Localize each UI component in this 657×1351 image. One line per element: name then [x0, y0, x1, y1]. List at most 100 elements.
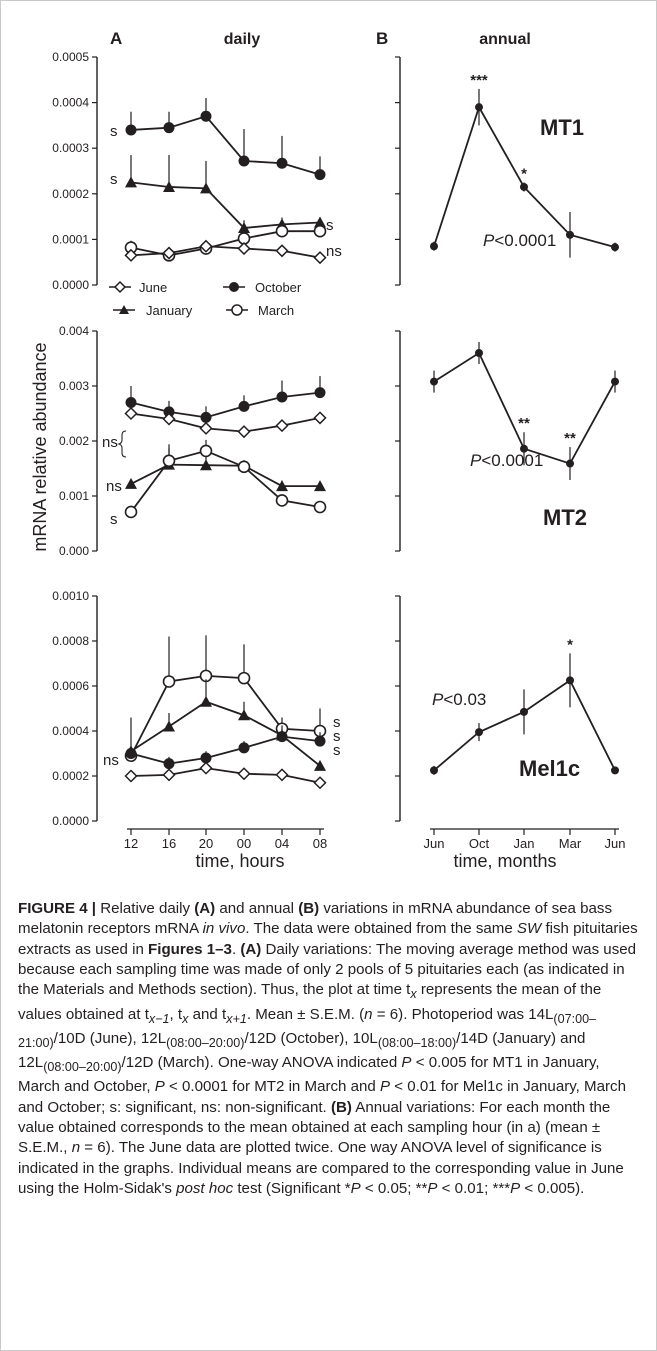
- series-line: [130, 700, 321, 767]
- data-point: [475, 103, 483, 112]
- data-point: [237, 767, 251, 781]
- data-point: [314, 387, 326, 399]
- data-point: [199, 444, 213, 458]
- panel-b-mt2: ** ** MT2 P<0.0001: [395, 330, 619, 552]
- data-point: [313, 251, 327, 265]
- series-june: [124, 406, 327, 439]
- x-tick-label: 16: [162, 836, 176, 851]
- x-tick-label: Oct: [469, 836, 490, 851]
- series-line: [130, 449, 321, 513]
- figure-chart: A daily B annual mRNA relative abundance…: [30, 29, 625, 871]
- figure-caption: FIGURE 4 | Relative daily (A) and annual…: [18, 900, 638, 1197]
- data-point: [199, 421, 213, 435]
- panel-label-b: B: [376, 29, 388, 48]
- data-point: [238, 400, 250, 412]
- legend-january-label: January: [146, 303, 193, 318]
- data-point: [200, 411, 212, 423]
- significance-stars: **: [518, 415, 530, 432]
- significance-label: s: [333, 742, 341, 759]
- y-tick-label: 0.002: [59, 434, 89, 448]
- data-point: [313, 776, 327, 790]
- significance-stars: ***: [470, 72, 488, 89]
- x-tick-label: Mar: [559, 836, 582, 851]
- x-tick-label: 12: [124, 836, 138, 851]
- y-tick-label: 0.003: [59, 379, 89, 393]
- x-tick-label: 00: [237, 836, 251, 851]
- series-june: ns: [103, 752, 327, 790]
- data-point: [313, 500, 327, 514]
- y-tick-label: 0.0000: [52, 278, 89, 292]
- series-line: [130, 674, 321, 757]
- data-point: [124, 769, 138, 783]
- data-point: [199, 239, 213, 253]
- significance-bracket: [117, 430, 127, 458]
- series-annual: *: [430, 636, 619, 775]
- significance-stars: **: [564, 430, 576, 447]
- receptor-label: Mel1c: [519, 756, 580, 781]
- anova-annotation: P<0.0001: [470, 451, 543, 470]
- data-point: [430, 377, 438, 386]
- y-tick-label: 0.0010: [52, 589, 89, 603]
- y-tick-label: 0.0005: [52, 50, 89, 64]
- anova-annotation: P<0.0001: [483, 231, 556, 250]
- data-point: [163, 122, 175, 134]
- data-point: [162, 454, 176, 468]
- data-point: [125, 748, 137, 759]
- column-title-annual: annual: [479, 31, 531, 48]
- data-point: [162, 246, 176, 260]
- y-tick-label: 0.0008: [52, 634, 89, 648]
- significance-label: s: [326, 217, 334, 234]
- panel-a-mt1: 0.00000.00010.00020.00030.00040.0005sssn…: [52, 50, 342, 292]
- column-title-daily: daily: [224, 31, 261, 48]
- data-point: [275, 494, 289, 507]
- y-tick-label: 0.004: [59, 324, 89, 338]
- data-point: [611, 766, 619, 775]
- series-october: s: [110, 98, 326, 181]
- receptor-label: MT2: [543, 505, 587, 530]
- x-tick-label: Jan: [514, 836, 535, 851]
- data-point: [611, 377, 619, 386]
- series-annual: ** **: [430, 342, 619, 481]
- data-point: [275, 419, 289, 433]
- data-point: [520, 444, 528, 453]
- data-point: [238, 742, 250, 754]
- data-point: [124, 505, 138, 519]
- significance-stars: *: [567, 636, 573, 653]
- series-june: ns: [124, 239, 342, 265]
- significance-label: s: [110, 171, 118, 188]
- data-point: [276, 480, 288, 492]
- data-point: [237, 425, 251, 439]
- data-point: [162, 768, 176, 782]
- y-tick-label: 0.001: [59, 489, 89, 503]
- data-point: [237, 671, 251, 685]
- data-point: [125, 124, 137, 136]
- series-line: [130, 245, 321, 259]
- series-line: [130, 391, 321, 419]
- significance-label: s: [110, 511, 118, 528]
- data-point: [611, 243, 619, 252]
- y-tick-label: 0.0002: [52, 769, 89, 783]
- data-point: [200, 695, 212, 707]
- data-point: [162, 675, 176, 688]
- data-point: [238, 155, 250, 167]
- legend-january-marker: [119, 305, 129, 314]
- significance-label: ns: [106, 478, 122, 495]
- data-point: [475, 349, 483, 357]
- significance-label: s: [110, 123, 118, 140]
- x-tick-label: 20: [199, 836, 213, 851]
- data-point: [314, 169, 326, 181]
- x-axis-label-annual: time, months: [453, 851, 556, 871]
- legend-october-marker: [229, 282, 239, 292]
- series-january: s: [125, 679, 341, 771]
- legend-june-marker: [113, 280, 127, 294]
- data-point: [566, 230, 574, 239]
- series-january: s: [110, 155, 326, 233]
- y-tick-label: 0.0003: [52, 141, 89, 155]
- significance-label: s: [333, 714, 341, 731]
- series-line: [130, 115, 321, 176]
- data-point: [163, 720, 175, 732]
- x-tick-label: 04: [275, 836, 289, 851]
- data-point: [520, 182, 528, 191]
- y-tick-label: 0.0004: [52, 724, 89, 738]
